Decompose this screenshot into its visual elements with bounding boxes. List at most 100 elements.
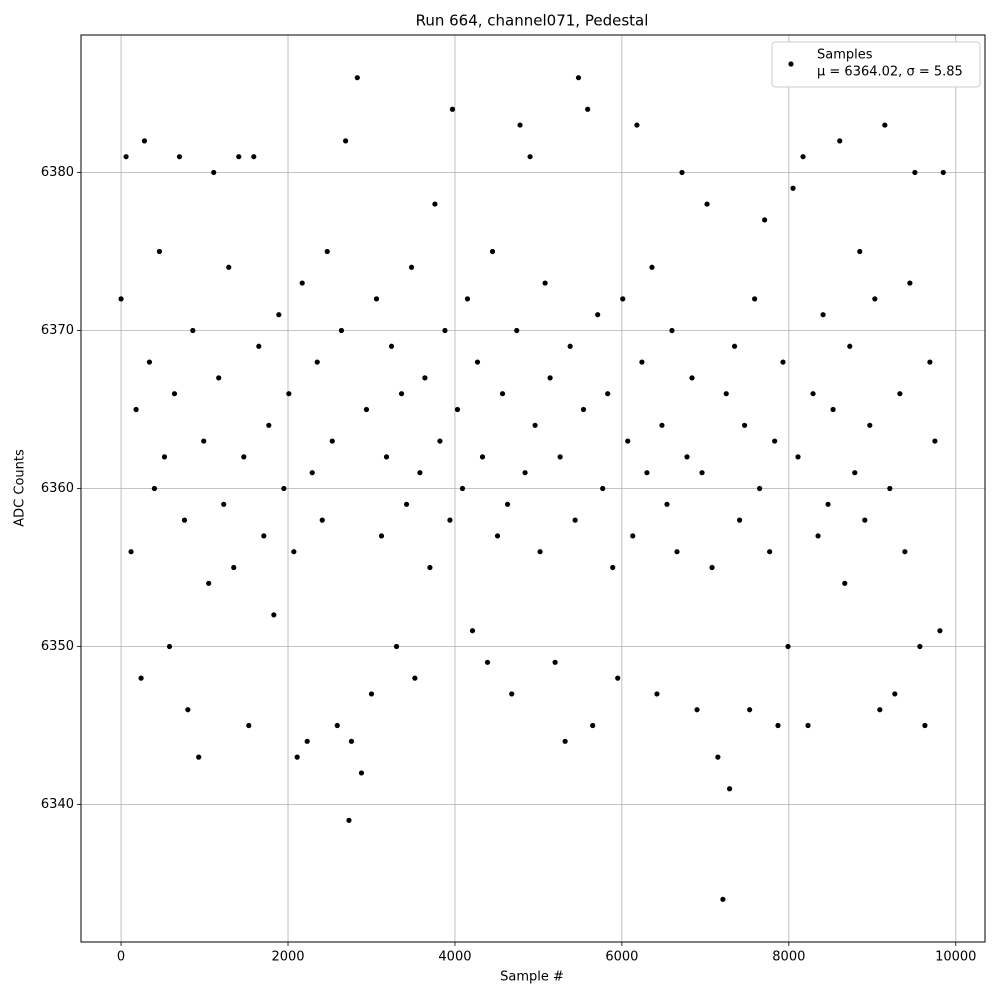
point	[408, 264, 415, 270]
x-tick-label: 4000	[438, 950, 471, 965]
point	[912, 169, 918, 176]
point	[580, 406, 587, 413]
point	[338, 327, 345, 334]
point	[190, 327, 196, 334]
point	[241, 454, 247, 460]
point	[644, 470, 650, 476]
point	[442, 327, 448, 334]
legend-label: μ = 6364.02, σ = 5.85	[817, 65, 963, 80]
point	[151, 485, 158, 492]
point	[494, 533, 501, 539]
point	[820, 312, 826, 318]
point	[304, 738, 310, 744]
point	[532, 422, 538, 428]
point	[654, 691, 660, 697]
point	[649, 264, 655, 270]
point	[639, 359, 645, 365]
point	[922, 722, 928, 729]
point	[575, 75, 582, 81]
point	[720, 896, 726, 902]
point	[907, 280, 913, 286]
point	[815, 533, 821, 539]
point	[887, 485, 893, 492]
point	[246, 722, 252, 729]
point	[447, 517, 453, 523]
point	[600, 485, 606, 492]
x-tick-label: 0	[117, 950, 125, 965]
point	[432, 201, 438, 207]
point	[630, 533, 636, 539]
point	[684, 454, 690, 460]
point	[206, 580, 212, 586]
point	[610, 564, 616, 571]
point	[276, 312, 282, 318]
point	[166, 643, 173, 650]
point	[664, 501, 670, 507]
y-tick-label: 6360	[41, 481, 74, 496]
point	[620, 296, 626, 302]
grid	[81, 35, 985, 942]
point	[231, 564, 237, 571]
point	[937, 628, 943, 634]
point	[141, 138, 148, 144]
point	[299, 280, 305, 286]
point	[504, 501, 511, 507]
point	[669, 327, 675, 334]
point	[348, 738, 355, 744]
point	[464, 296, 471, 302]
point	[286, 391, 292, 397]
point	[830, 406, 836, 413]
point	[825, 501, 831, 507]
point	[261, 533, 267, 539]
point	[785, 643, 791, 650]
y-tick-label: 6350	[41, 639, 74, 654]
point	[363, 406, 370, 413]
point	[185, 707, 191, 713]
point	[383, 454, 390, 460]
point	[867, 422, 873, 428]
x-tick-label: 10000	[935, 950, 976, 965]
point	[459, 485, 466, 492]
point	[940, 169, 946, 176]
point	[221, 501, 227, 507]
point	[557, 454, 563, 460]
legend-box	[771, 41, 981, 88]
point	[324, 248, 330, 255]
point	[659, 422, 665, 428]
point	[196, 754, 202, 760]
point	[790, 185, 796, 191]
points	[118, 75, 946, 902]
point	[403, 501, 410, 507]
point	[723, 391, 729, 397]
x-axis-label: Sample #	[500, 970, 564, 985]
point	[775, 722, 781, 729]
point	[902, 549, 908, 555]
point	[567, 343, 573, 349]
point	[291, 549, 297, 555]
x-tick-label: 8000	[772, 950, 805, 965]
point	[479, 454, 486, 460]
point	[354, 75, 360, 81]
point	[499, 391, 506, 397]
point	[715, 754, 721, 760]
point	[417, 470, 423, 476]
point	[805, 722, 811, 729]
point	[731, 343, 738, 349]
point	[862, 517, 868, 523]
point	[742, 422, 748, 428]
point	[368, 691, 375, 697]
point	[917, 643, 923, 650]
point	[346, 817, 352, 823]
point	[489, 248, 496, 255]
point	[694, 707, 700, 713]
point	[810, 391, 816, 397]
point	[527, 154, 533, 160]
point	[281, 485, 287, 492]
point	[872, 296, 878, 302]
point	[795, 454, 801, 460]
point	[271, 612, 277, 618]
y-axis-label: ADC Counts	[13, 449, 28, 527]
point	[437, 438, 443, 444]
point	[842, 580, 848, 586]
